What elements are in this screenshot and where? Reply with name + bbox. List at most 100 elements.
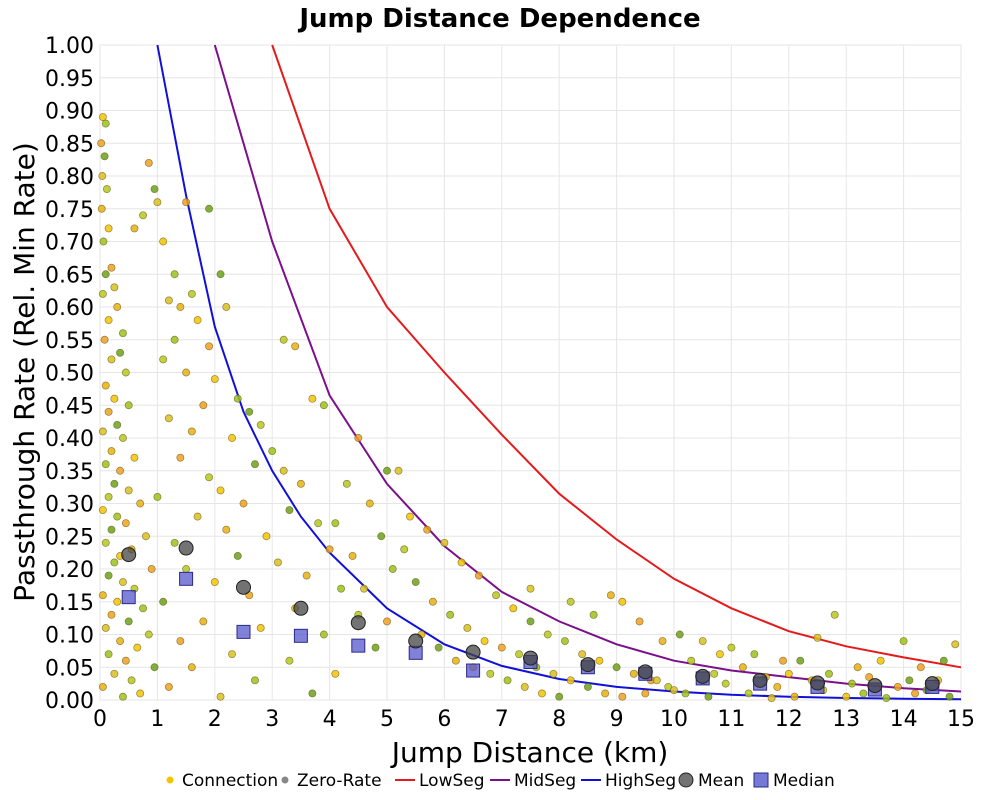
connection-point — [199, 617, 208, 626]
connection-point — [629, 669, 638, 678]
y-tick-label: 0.85 — [45, 132, 94, 157]
connection-point — [652, 676, 661, 685]
connection-point — [377, 532, 386, 541]
connection-point — [193, 512, 202, 521]
connection-point — [400, 545, 409, 554]
connection-point — [101, 381, 110, 390]
connection-point — [144, 158, 153, 167]
connection-point — [538, 689, 546, 698]
connection-point — [566, 676, 575, 685]
connection-point — [187, 427, 196, 436]
connection-point — [153, 198, 162, 207]
legend-item-lowseg: LowSeg — [395, 771, 485, 791]
connection-point — [262, 532, 271, 541]
connection-point — [796, 656, 805, 665]
y-tick-label: 0.80 — [45, 165, 94, 190]
connection-point — [176, 637, 185, 646]
connection-point — [119, 434, 127, 442]
mean-marker — [350, 615, 366, 631]
connection-point — [150, 185, 159, 194]
connection-point — [121, 656, 130, 665]
connection-point — [687, 656, 696, 665]
connection-point — [124, 617, 133, 626]
connection-point — [434, 643, 443, 652]
connection-point — [251, 676, 259, 685]
connection-point — [388, 565, 397, 573]
connection-point — [170, 270, 179, 279]
curve-midseg — [213, 44, 962, 693]
y-axis-label: Passthrough Rate (Rel. Min Rate) — [8, 142, 41, 602]
connection-point — [285, 656, 294, 665]
connection-point — [497, 643, 506, 652]
connection-point — [228, 434, 236, 442]
legend-item-highseg: HighSeg — [581, 771, 676, 791]
connection-point — [187, 663, 196, 672]
connection-point — [503, 676, 512, 685]
connection-point — [859, 689, 868, 698]
connection-point — [555, 692, 564, 701]
connection-point — [302, 571, 311, 580]
connection-point — [371, 643, 380, 652]
connection-point — [526, 584, 535, 593]
connection-point — [116, 637, 125, 646]
connection-point — [164, 682, 173, 691]
connection-point — [612, 663, 621, 672]
connection-point — [147, 565, 156, 573]
connection-point — [543, 630, 552, 639]
connection-point — [98, 172, 107, 180]
y-tick-label: 0.15 — [45, 591, 94, 616]
connection-point — [159, 355, 168, 364]
connection-point — [847, 679, 856, 688]
summary-markers — [121, 540, 940, 697]
connection-point — [893, 682, 902, 691]
connection-point — [451, 656, 460, 665]
connection-point — [670, 686, 678, 695]
connection-point — [153, 493, 162, 501]
connection-point — [110, 669, 119, 678]
connection-point — [842, 692, 851, 701]
connection-point — [98, 427, 107, 436]
x-axis-label: Jump Distance (km) — [390, 736, 669, 769]
connection-point — [428, 597, 437, 606]
connection-point — [285, 506, 294, 514]
legend-label: MidSeg — [514, 771, 576, 791]
connection-point — [124, 401, 133, 410]
connection-point — [606, 591, 615, 600]
connection-point — [116, 466, 125, 475]
legend-swatch-square — [753, 772, 769, 788]
connection-point — [104, 224, 113, 233]
connection-point — [767, 694, 776, 702]
connection-point — [342, 479, 351, 488]
median-marker — [121, 590, 136, 605]
connection-point — [110, 558, 119, 567]
y-tick-label: 0.45 — [45, 394, 94, 419]
x-tick-label: 4 — [323, 707, 337, 732]
x-tick-label: 14 — [890, 707, 918, 732]
connection-point — [205, 473, 214, 482]
connection-point — [119, 578, 127, 587]
connection-point — [116, 348, 125, 357]
y-tick-labels: 0.00 0.05 0.10 0.15 0.20 0.25 0.30 0.35 0.40 0.45… — [45, 34, 94, 714]
connection-point — [601, 689, 610, 698]
connection-point — [216, 486, 225, 495]
connection-point — [773, 682, 782, 691]
connection-point — [365, 499, 374, 508]
data-points — [97, 113, 960, 702]
connection-point — [383, 617, 391, 626]
y-tick-label: 0.35 — [45, 460, 94, 485]
connection-point — [658, 637, 667, 646]
connection-point — [348, 551, 357, 560]
connection-point — [182, 565, 191, 573]
connection-point — [107, 263, 116, 272]
connection-point — [911, 689, 920, 698]
y-tick-label: 1.00 — [45, 34, 94, 59]
connection-point — [486, 669, 495, 678]
connection-point — [199, 401, 208, 410]
connection-point — [98, 506, 107, 514]
legend-item-median: Median — [753, 771, 835, 791]
connection-point — [515, 650, 523, 659]
connection-point — [205, 342, 214, 351]
connection-point — [107, 447, 116, 456]
legend-label: HighSeg — [605, 771, 676, 791]
connection-point — [102, 185, 111, 194]
